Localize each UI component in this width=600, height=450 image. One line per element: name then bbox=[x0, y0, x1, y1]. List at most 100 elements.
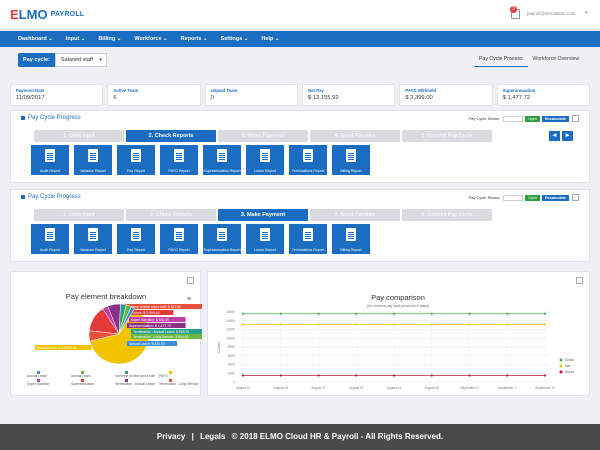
leave-report-tile[interactable]: Leave Report bbox=[246, 145, 284, 175]
logo-letter-m: M bbox=[26, 7, 38, 22]
data-point[interactable] bbox=[506, 374, 509, 377]
data-point[interactable] bbox=[355, 323, 358, 326]
data-point[interactable] bbox=[241, 374, 245, 377]
privacy-link[interactable]: Privacy bbox=[156, 432, 186, 441]
legend-entry[interactable]: Net bbox=[565, 364, 570, 368]
pie-slice[interactable] bbox=[118, 306, 136, 335]
nav-settings[interactable]: Settings ⌄ bbox=[220, 36, 249, 42]
progress-steps: 1. Data Input 2. Check Reports 3. Make P… bbox=[34, 130, 492, 142]
payg-report-tile[interactable]: PAYG Report bbox=[160, 145, 198, 175]
data-point[interactable] bbox=[543, 374, 547, 377]
data-point[interactable] bbox=[506, 323, 509, 326]
step-make-payment[interactable]: 3. Make Payment bbox=[218, 130, 308, 142]
arrow-left-icon[interactable]: ◂ bbox=[549, 131, 560, 141]
footer-separator: | bbox=[191, 432, 194, 441]
audit-report-tile[interactable]: Audit Report bbox=[31, 145, 69, 175]
data-point[interactable] bbox=[430, 312, 433, 315]
data-point[interactable] bbox=[468, 312, 471, 315]
tab-pay-cycle-process[interactable]: Pay Cycle Process bbox=[474, 54, 528, 67]
stat-value: 6 bbox=[113, 95, 117, 101]
legend-entry[interactable]: Termination - Long Service bbox=[159, 382, 198, 386]
terminations-report-tile[interactable]: Terminations Report bbox=[289, 145, 327, 175]
y-tick-label: 2000 bbox=[228, 371, 235, 375]
step-data-input[interactable]: 1. Data Input bbox=[34, 209, 124, 221]
nav-reports[interactable]: Reports ⌄ bbox=[180, 36, 208, 42]
data-point[interactable] bbox=[279, 312, 282, 315]
menu-icon[interactable]: ≡ bbox=[187, 296, 191, 303]
legend-entry[interactable]: Overtime at time and a half bbox=[115, 374, 155, 378]
tab-workforce-overview[interactable]: Workforce Overview bbox=[532, 56, 580, 62]
data-point[interactable] bbox=[279, 323, 282, 326]
expand-icon[interactable] bbox=[187, 277, 194, 284]
legend-entry[interactable]: Super Sacrifice bbox=[27, 382, 50, 386]
legend-entry[interactable]: Annual Hours bbox=[71, 374, 91, 378]
legend-entry[interactable]: Gross bbox=[565, 358, 574, 362]
legend-entry[interactable]: Super bbox=[565, 370, 575, 374]
step-commit-pay-cycle[interactable]: 5. Commit Pay Cycle bbox=[402, 209, 492, 221]
leave-report-tile[interactable]: Leave Report bbox=[246, 224, 284, 254]
variance-report-tile[interactable]: Variance Report bbox=[74, 224, 112, 254]
legend-entry[interactable]: PAYG bbox=[159, 374, 168, 378]
variance-report-tile[interactable]: Variance Report bbox=[74, 145, 112, 175]
data-point[interactable] bbox=[317, 374, 320, 377]
chevron-down-icon[interactable]: ▾ bbox=[585, 10, 588, 16]
legend-entry[interactable]: Superannuation bbox=[71, 382, 94, 386]
step-check-reports[interactable]: 2. Check Reports bbox=[126, 130, 216, 142]
billing-report-tile[interactable]: Billing Report bbox=[332, 224, 370, 254]
data-point[interactable] bbox=[543, 312, 547, 315]
superannuation-report-tile[interactable]: Superannuation Report bbox=[203, 145, 241, 175]
data-point[interactable] bbox=[468, 323, 471, 326]
legend-entry[interactable]: Annual Leave bbox=[27, 374, 47, 378]
expand-icon[interactable] bbox=[572, 115, 579, 122]
legend-swatch bbox=[559, 364, 563, 368]
payg-report-tile[interactable]: PAYG Report bbox=[160, 224, 198, 254]
nav-help[interactable]: Help ⌄ bbox=[261, 36, 280, 42]
billing-report-tile[interactable]: Billing Report bbox=[332, 145, 370, 175]
data-point[interactable] bbox=[543, 323, 547, 326]
step-send-payslips[interactable]: 4. Send Payslips bbox=[310, 130, 400, 142]
data-point[interactable] bbox=[430, 374, 433, 377]
terminations-report-tile[interactable]: Terminations Report bbox=[289, 224, 327, 254]
data-point[interactable] bbox=[241, 323, 245, 326]
data-point[interactable] bbox=[430, 323, 433, 326]
elmo-logo[interactable]: E L M O PAYROLL bbox=[10, 8, 84, 21]
step-data-input[interactable]: 1. Data Input bbox=[34, 130, 124, 142]
slice-label-bg bbox=[127, 341, 178, 346]
audit-report-tile[interactable]: Audit Report bbox=[31, 224, 69, 254]
step-send-payslips[interactable]: 4. Send Payslips bbox=[310, 209, 400, 221]
nav-billing[interactable]: Billing ⌄ bbox=[98, 36, 122, 42]
step-make-payment[interactable]: 3. Make Payment bbox=[218, 209, 308, 221]
legals-link[interactable]: Legals bbox=[200, 432, 226, 441]
data-point[interactable] bbox=[241, 312, 245, 315]
pay-report-tile[interactable]: Pay Report bbox=[117, 145, 155, 175]
recalculate-button[interactable]: Recalculate bbox=[541, 194, 569, 201]
user-email[interactable]: payroll@elmotalent.com bbox=[527, 11, 576, 16]
nav-dashboard[interactable]: Dashboard ⌄ bbox=[18, 36, 53, 42]
data-point[interactable] bbox=[392, 323, 396, 326]
expand-icon[interactable] bbox=[576, 277, 583, 284]
data-point[interactable] bbox=[506, 312, 509, 315]
pay-cycle-dropdown[interactable]: Salaried staff ▾ bbox=[54, 53, 107, 67]
nav-workforce[interactable]: Workforce ⌄ bbox=[134, 36, 168, 42]
data-point[interactable] bbox=[317, 312, 320, 315]
data-point[interactable] bbox=[468, 374, 471, 377]
step-commit-pay-cycle[interactable]: 5. Commit Pay Cycle bbox=[402, 130, 492, 142]
panel-title-text: Pay Cycle Progress bbox=[28, 194, 81, 200]
document-icon bbox=[174, 149, 184, 162]
recalculate-button[interactable]: Recalculate bbox=[541, 115, 569, 122]
data-point[interactable] bbox=[355, 374, 358, 377]
superannuation-report-tile[interactable]: Superannuation Report bbox=[203, 224, 241, 254]
legend-swatch bbox=[81, 379, 84, 382]
arrow-right-icon[interactable]: ▸ bbox=[562, 131, 573, 141]
expand-icon[interactable] bbox=[572, 194, 579, 201]
step-check-reports[interactable]: 2. Check Reports bbox=[126, 209, 216, 221]
legend-entry[interactable]: Termination - Annual Leave bbox=[115, 382, 155, 386]
data-point[interactable] bbox=[355, 312, 358, 315]
data-point[interactable] bbox=[317, 323, 320, 326]
data-point[interactable] bbox=[279, 374, 282, 377]
report-label: PAYG Report bbox=[168, 248, 190, 252]
nav-input[interactable]: Input ⌄ bbox=[65, 36, 86, 42]
data-point[interactable] bbox=[392, 312, 396, 315]
pay-report-tile[interactable]: Pay Report bbox=[117, 224, 155, 254]
data-point[interactable] bbox=[392, 374, 396, 377]
